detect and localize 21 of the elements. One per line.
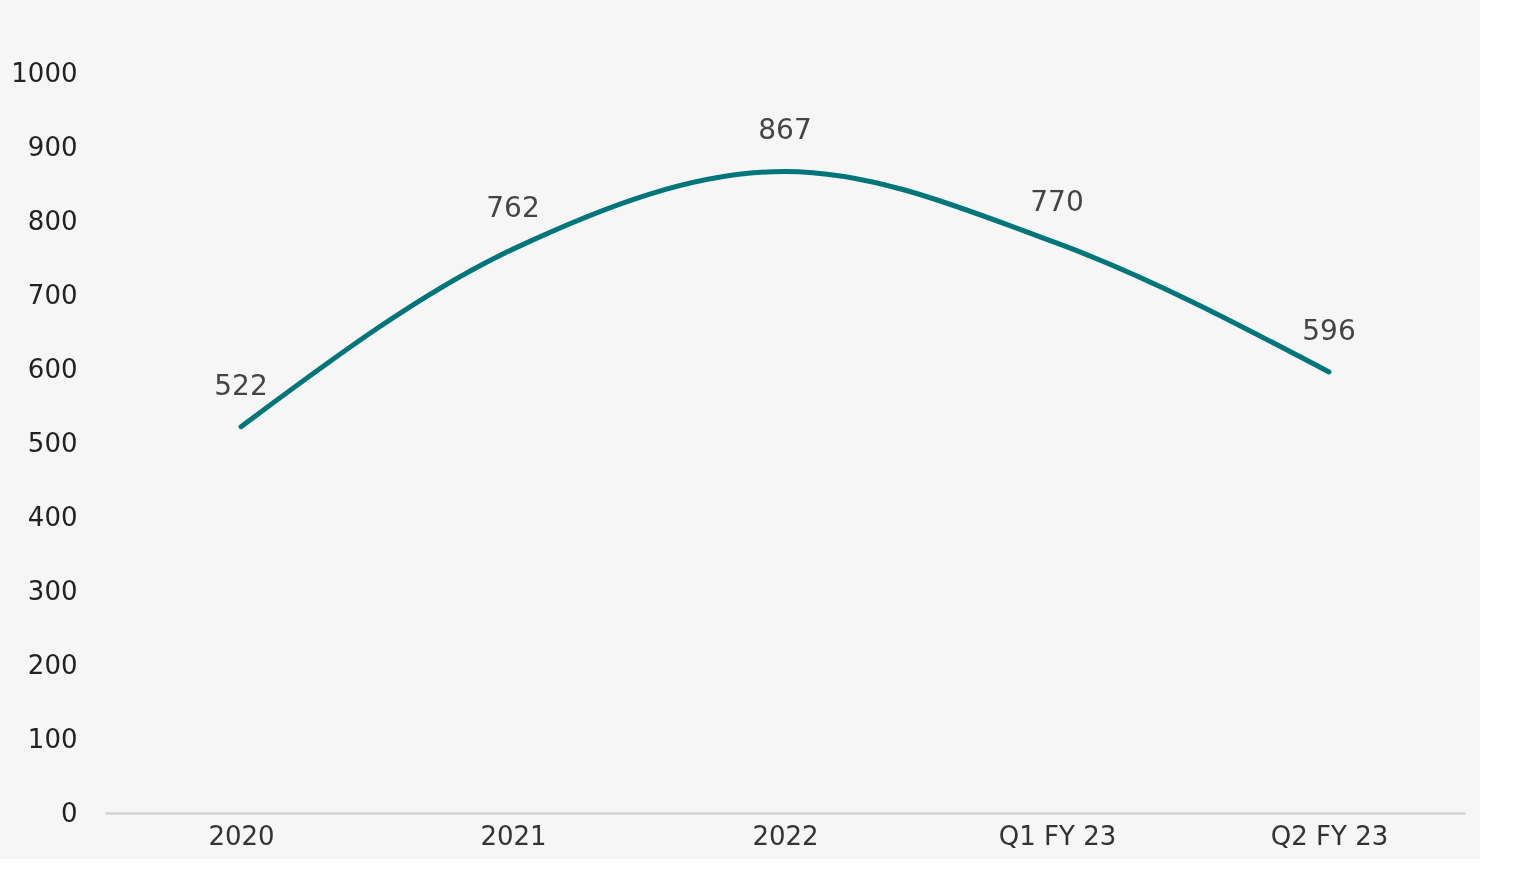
x-tick-label: Q1 FY 23 bbox=[998, 820, 1117, 851]
x-tick-label: 2022 bbox=[752, 820, 819, 851]
data-label: 762 bbox=[486, 191, 540, 225]
x-tick-label: Q2 FY 23 bbox=[1270, 820, 1389, 851]
y-tick-label: 0 bbox=[60, 797, 78, 828]
y-tick-label: 1000 bbox=[11, 57, 78, 88]
y-tick-label: 100 bbox=[27, 723, 78, 754]
y-tick-label: 400 bbox=[27, 501, 78, 532]
y-tick-label: 500 bbox=[27, 427, 78, 458]
data-label: 770 bbox=[1030, 185, 1084, 219]
y-tick-label: 600 bbox=[27, 353, 78, 384]
y-tick-label: 300 bbox=[27, 575, 78, 606]
y-tick-label: 800 bbox=[27, 205, 78, 236]
x-tick-label: 2020 bbox=[208, 820, 275, 851]
data-label: 596 bbox=[1302, 313, 1356, 347]
y-tick-label: 900 bbox=[27, 131, 78, 162]
data-label: 522 bbox=[214, 368, 268, 402]
y-tick-label: 700 bbox=[27, 279, 78, 310]
y-tick-label: 200 bbox=[27, 649, 78, 680]
x-tick-label: 2021 bbox=[480, 820, 547, 851]
data-label: 867 bbox=[758, 113, 812, 147]
